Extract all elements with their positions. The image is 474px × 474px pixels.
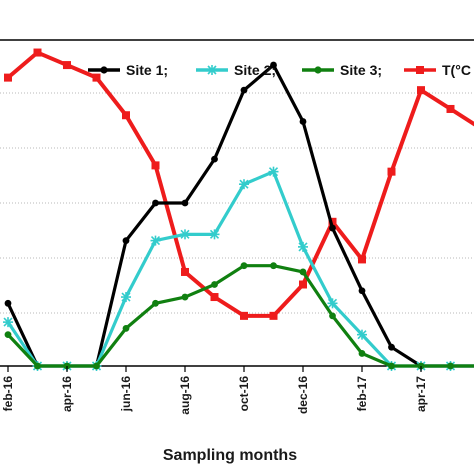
legend-item-3: Site 3; xyxy=(302,62,382,78)
marker-stroke xyxy=(327,298,338,308)
data-point xyxy=(211,155,218,163)
data-point xyxy=(121,292,131,303)
legend-marker xyxy=(100,66,108,74)
data-point xyxy=(299,118,307,125)
data-point xyxy=(152,299,159,307)
data-point xyxy=(150,235,161,246)
data-point xyxy=(4,73,12,82)
legend-label: Site 3; xyxy=(340,62,382,78)
marker-stroke xyxy=(150,236,161,246)
x-tick-label: apr-17 xyxy=(414,376,428,412)
data-point xyxy=(3,317,13,328)
legend-marker xyxy=(314,66,322,74)
legend-marker xyxy=(416,66,424,74)
data-point xyxy=(358,350,366,357)
marker-stroke xyxy=(239,179,249,189)
data-point xyxy=(4,299,12,307)
legend: Site 1; Site 2; Site 3; T(°C xyxy=(88,62,471,78)
data-point xyxy=(327,298,338,309)
marker-stroke xyxy=(268,167,279,177)
x-ticks: feb-16 apr-16 jun-16 aug-16 oct-16 dec-16 feb-… xyxy=(1,366,428,415)
data-point xyxy=(92,73,101,82)
series-line xyxy=(6,170,474,368)
series-1 xyxy=(4,61,474,370)
data-point xyxy=(239,179,249,190)
x-tick-label: apr-16 xyxy=(60,376,74,412)
series-3 xyxy=(4,262,474,370)
data-point xyxy=(93,362,100,370)
data-point xyxy=(181,199,189,207)
data-point xyxy=(299,280,307,289)
data-point xyxy=(388,362,395,370)
data-point xyxy=(181,293,189,301)
marker-stroke xyxy=(207,65,217,75)
series-line xyxy=(6,63,474,368)
data-point xyxy=(387,167,396,176)
data-point xyxy=(4,331,12,339)
legend-label: Site 2; xyxy=(234,62,276,78)
data-point xyxy=(240,86,248,94)
data-point xyxy=(328,217,337,226)
legend-item-1: Site 1; xyxy=(88,62,168,78)
legend-label: T(°C xyxy=(442,62,471,78)
x-tick-label: jun-16 xyxy=(119,376,133,413)
x-axis-title: Sampling months xyxy=(163,447,297,464)
x-tick-label: dec-16 xyxy=(296,376,310,414)
x-tick-label: feb-17 xyxy=(355,376,369,412)
data-point xyxy=(122,324,130,332)
data-point xyxy=(269,311,278,320)
marker-stroke xyxy=(180,229,190,239)
marker-stroke xyxy=(121,292,131,302)
data-point xyxy=(151,161,160,170)
legend-marker xyxy=(207,65,217,75)
marker-stroke xyxy=(3,317,13,327)
data-point xyxy=(34,362,41,370)
data-point xyxy=(210,293,219,302)
data-point xyxy=(329,312,336,320)
x-tick-label: feb-16 xyxy=(1,376,15,412)
marker-stroke xyxy=(357,330,367,340)
data-point xyxy=(388,343,395,351)
x-tick-label: oct-16 xyxy=(237,376,251,412)
data-point xyxy=(63,61,71,70)
data-point xyxy=(299,268,307,276)
data-point xyxy=(181,267,189,276)
data-point xyxy=(180,229,190,240)
gridlines xyxy=(0,92,474,314)
data-point xyxy=(122,111,130,120)
legend-item-2: Site 2; xyxy=(196,62,276,78)
data-point xyxy=(417,86,425,95)
data-point xyxy=(329,224,336,232)
series-4 xyxy=(4,48,474,320)
data-point xyxy=(33,48,42,57)
data-point xyxy=(268,166,279,177)
data-point xyxy=(358,255,366,264)
x-tick-label: aug-16 xyxy=(178,376,192,415)
data-point xyxy=(358,287,366,295)
data-point xyxy=(270,61,277,69)
data-point xyxy=(240,262,248,270)
data-point xyxy=(446,104,455,113)
data-point xyxy=(122,237,130,245)
data-point xyxy=(270,262,277,270)
legend-label: Site 1; xyxy=(126,62,168,78)
series-layer xyxy=(3,48,474,371)
data-point xyxy=(357,329,367,340)
legend-item-4: T(°C xyxy=(404,62,471,78)
data-point xyxy=(209,229,220,240)
data-point xyxy=(211,281,218,288)
data-point xyxy=(298,241,308,252)
marker-stroke xyxy=(298,242,308,252)
series-line xyxy=(6,264,474,368)
data-point xyxy=(447,362,454,370)
marker-stroke xyxy=(209,229,220,239)
data-point xyxy=(152,199,159,207)
data-point xyxy=(240,311,248,320)
